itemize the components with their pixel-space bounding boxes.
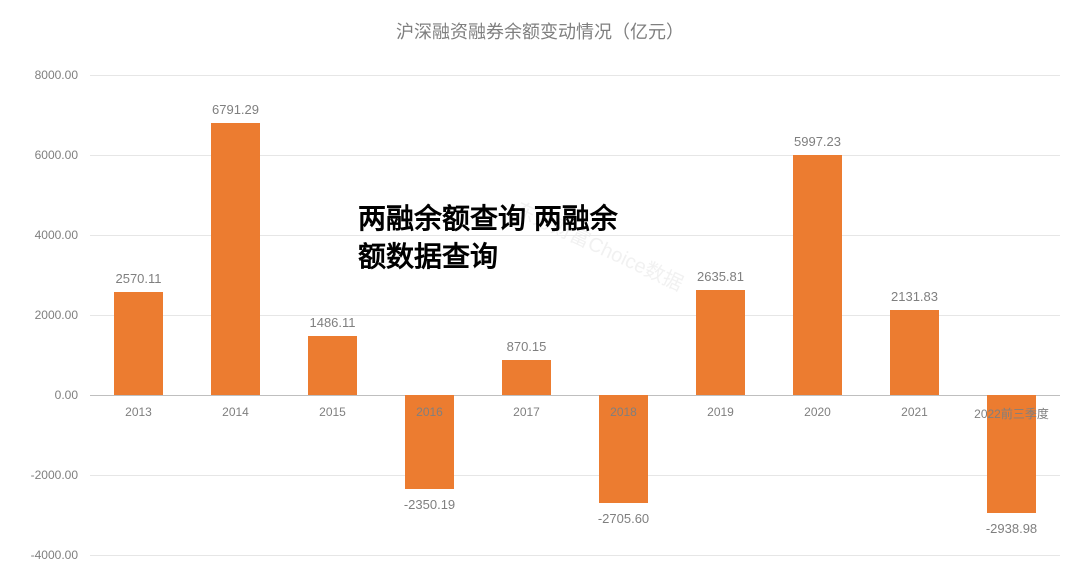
bar-value-label: -2938.98 — [963, 521, 1060, 536]
y-axis-label: 4000.00 — [0, 228, 78, 242]
chart-container: 沪深融资融券余额变动情况（亿元） -4000.00-2000.000.00200… — [0, 0, 1080, 585]
bar — [114, 292, 163, 395]
y-axis-label: -4000.00 — [0, 548, 78, 562]
y-axis-label: 6000.00 — [0, 148, 78, 162]
x-axis-label: 2013 — [90, 405, 187, 419]
x-axis-label: 2015 — [284, 405, 381, 419]
chart-title: 沪深融资融券余额变动情况（亿元） — [0, 18, 1080, 44]
bar-value-label: 2131.83 — [866, 289, 963, 304]
y-axis-label: -2000.00 — [0, 468, 78, 482]
x-axis-label: 2022前三季度 — [963, 405, 1060, 422]
x-axis-label: 2021 — [866, 405, 963, 419]
x-axis-label: 2017 — [478, 405, 575, 419]
bar-value-label: 2570.11 — [90, 271, 187, 286]
bar — [211, 123, 260, 395]
gridline — [90, 75, 1060, 76]
y-axis-label: 0.00 — [0, 388, 78, 402]
x-axis-label: 2014 — [187, 405, 284, 419]
bar — [793, 155, 842, 395]
bar — [308, 336, 357, 395]
overlay-line-2: 额数据查询 — [358, 241, 498, 272]
bar-value-label: 5997.23 — [769, 134, 866, 149]
bar — [502, 360, 551, 395]
bar-value-label: -2350.19 — [381, 497, 478, 512]
gridline — [90, 395, 1060, 396]
y-axis-label: 2000.00 — [0, 308, 78, 322]
bar-value-label: 6791.29 — [187, 102, 284, 117]
x-axis-label: 2018 — [575, 405, 672, 419]
bar-value-label: 1486.11 — [284, 315, 381, 330]
bar-value-label: 870.15 — [478, 339, 575, 354]
gridline — [90, 555, 1060, 556]
x-axis-label: 2016 — [381, 405, 478, 419]
overlay-headline: 两融余额查询 两融余 额数据查询 — [358, 200, 678, 276]
overlay-line-1: 两融余额查询 两融余 — [358, 203, 618, 234]
x-axis-label: 2019 — [672, 405, 769, 419]
x-axis-label: 2020 — [769, 405, 866, 419]
bar — [890, 310, 939, 395]
bar — [696, 290, 745, 395]
gridline — [90, 475, 1060, 476]
y-axis-label: 8000.00 — [0, 68, 78, 82]
plot-area: -4000.00-2000.000.002000.004000.006000.0… — [90, 75, 1060, 555]
bar-value-label: -2705.60 — [575, 511, 672, 526]
